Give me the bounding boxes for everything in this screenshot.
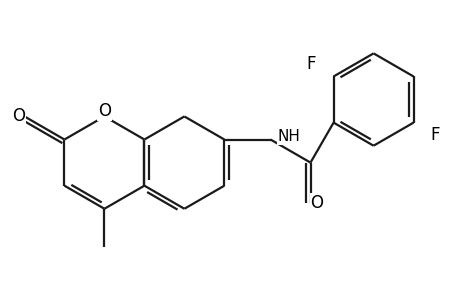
- Text: O: O: [98, 102, 111, 120]
- Text: F: F: [306, 55, 316, 73]
- Text: NH: NH: [277, 129, 300, 144]
- Text: F: F: [430, 126, 439, 144]
- Text: O: O: [12, 107, 25, 125]
- Text: O: O: [310, 194, 323, 212]
